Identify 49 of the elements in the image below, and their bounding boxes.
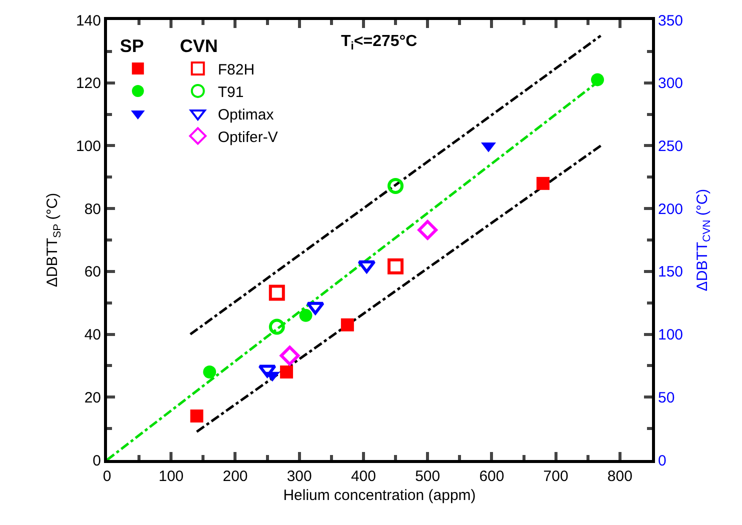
point <box>268 318 285 335</box>
point <box>388 258 404 274</box>
x-tick-label: 500 <box>415 468 440 485</box>
text: SP <box>120 36 144 56</box>
legend-label: T91 <box>218 84 244 101</box>
y2-tick-label: 0 <box>658 452 666 470</box>
y-tick-label: 0 <box>92 452 101 470</box>
x-tick-label: 600 <box>479 468 504 485</box>
point <box>258 364 276 378</box>
y-tick-label: 100 <box>76 138 101 155</box>
text: CVN <box>180 36 218 56</box>
y2-tick-label: 300 <box>658 75 684 92</box>
y-tick-label: 120 <box>76 75 101 92</box>
legend-label: Optimax <box>218 106 274 124</box>
y2-tick-label: 350 <box>658 12 684 30</box>
x-tick-label: 0 <box>102 468 112 485</box>
y2-tick-label: 100 <box>658 326 684 344</box>
point <box>299 308 312 322</box>
point <box>340 318 354 332</box>
y2-tick-label: 150 <box>658 264 684 281</box>
y2-tick-label: 250 <box>658 138 684 155</box>
legend-label: F82H <box>218 61 255 78</box>
x-axis-title: Helium concentration (appm) <box>283 487 476 504</box>
point <box>190 410 204 422</box>
y-tick-label: 80 <box>84 200 101 218</box>
point <box>388 178 404 194</box>
x-tick-label: 100 <box>158 468 184 485</box>
x-tick-label: 200 <box>222 468 248 485</box>
y-tick-label: 40 <box>84 326 101 344</box>
annotation: T$_{i}$<=275°C <box>341 33 418 52</box>
x-tick-label: 400 <box>350 468 376 485</box>
point <box>203 366 216 378</box>
y-tick-label: 140 <box>76 12 101 30</box>
legend-label: Optifer-V <box>218 128 278 146</box>
point <box>306 302 324 315</box>
point <box>536 176 550 190</box>
y-tick-label: 60 <box>84 264 101 281</box>
x-tick-label: 800 <box>607 468 632 485</box>
point <box>591 73 604 86</box>
point <box>418 220 438 240</box>
x-tick-label: 700 <box>543 468 568 485</box>
y2-tick-label: 50 <box>658 389 675 406</box>
point <box>268 284 285 301</box>
y-tick-label: 20 <box>84 389 101 406</box>
x-tick-label: 300 <box>286 468 312 485</box>
point <box>358 260 376 274</box>
point <box>280 346 300 366</box>
y2-tick-label: 200 <box>658 200 684 218</box>
point <box>280 366 294 378</box>
